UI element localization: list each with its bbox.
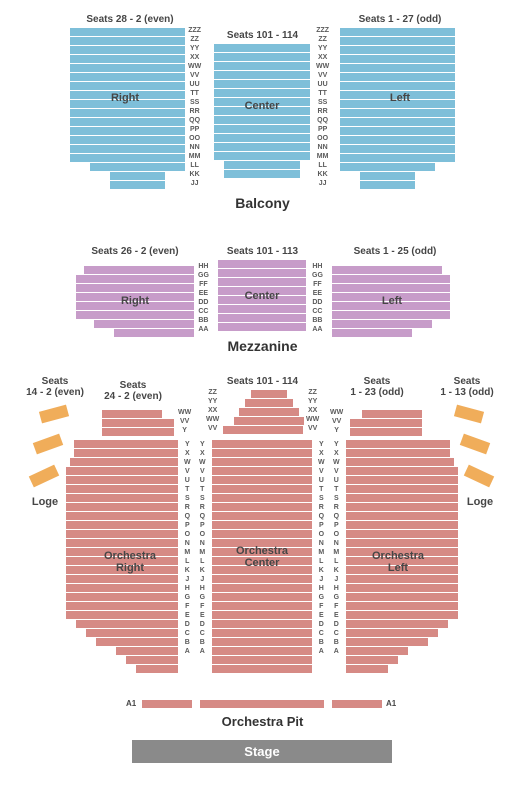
a1-left: A1 (126, 699, 136, 708)
a1-right-block[interactable] (142, 700, 192, 708)
loge-left-2[interactable] (33, 434, 63, 455)
mezz-seats-left: Seats 26 - 2 (even) (80, 246, 190, 257)
balcony-seats-right: Seats 1 - 27 (odd) (345, 14, 455, 25)
a1-center-block[interactable] (200, 700, 324, 708)
orch-left-top[interactable] (350, 410, 422, 437)
orch-center-label: Orchestra Center (222, 545, 302, 569)
balcony-left-label: Left (370, 92, 430, 104)
orch-top-rows-r: ZZYYXXWWVV (306, 388, 319, 433)
loge-left-3[interactable] (29, 465, 59, 488)
orch-left-label: Orchestra Left (358, 550, 438, 574)
orchestra-pit-label: Orchestra Pit (0, 714, 525, 729)
orch-seats-l2: Seats 24 - 2 (even) (98, 380, 168, 402)
mezz-rows-left: HHGGFFEEDDCCBBAA (198, 262, 209, 334)
mezz-right-label: Right (105, 295, 165, 307)
balcony-rows-right: ZZZZZYYXXWWVVUUTTSSRRQQPPOONNMMLLKKJJ (316, 26, 329, 188)
balcony-seats-center: Seats 101 - 114 (215, 30, 310, 41)
orch-seats-center: Seats 101 - 114 (215, 376, 310, 387)
mezz-rows-right: HHGGFFEEDDCCBBAA (312, 262, 323, 334)
orch-center-top[interactable] (234, 390, 304, 435)
orch-seats-r1: Seats 1 - 23 (odd) (342, 376, 412, 398)
loge-right-label: Loge (455, 496, 505, 508)
orch-right-top[interactable] (102, 410, 174, 437)
balcony-left-section[interactable] (340, 28, 455, 190)
balcony-center-label: Center (232, 100, 292, 112)
a1-left-block[interactable] (332, 700, 382, 708)
orch-rows-l2: YXWVUTSRQPONMLKJHGFEDCBA (199, 440, 206, 656)
balcony-seats-left: Seats 28 - 2 (even) (75, 14, 185, 25)
seating-chart: Seats 28 - 2 (even) Seats 101 - 114 Seat… (0, 0, 525, 790)
mezz-seats-center: Seats 101 - 113 (215, 246, 310, 257)
orch-rows-r1: YXWVUTSRQPONMLKJHGFEDCBA (318, 440, 325, 656)
loge-right-3[interactable] (464, 465, 494, 488)
mezz-title: Mezzanine (0, 338, 525, 354)
orch-seats-l1: Seats 14 - 2 (even) (20, 376, 90, 398)
mezz-center-label: Center (232, 290, 292, 302)
orch-top-rows-l: ZZYYXXWWVV (206, 388, 219, 433)
orch-right-top-rows: WWVVY (178, 408, 191, 435)
loge-right-2[interactable] (460, 434, 490, 455)
loge-right-1[interactable] (454, 405, 484, 424)
balcony-right-label: Right (95, 92, 155, 104)
orch-left-top-rows: WWVVY (330, 408, 343, 435)
mezz-seats-right: Seats 1 - 25 (odd) (340, 246, 450, 257)
orch-right-label: Orchestra Right (90, 550, 170, 574)
loge-left-1[interactable] (39, 405, 69, 424)
balcony-title: Balcony (0, 195, 525, 211)
orch-rows-l1: YXWVUTSRQPONMLKJHGFEDCBA (184, 440, 191, 656)
stage: Stage (132, 740, 392, 763)
a1-right: A1 (386, 699, 396, 708)
stage-label: Stage (244, 744, 279, 759)
balcony-rows-left: ZZZZZYYXXWWVVUUTTSSRRQQPPOONNMMLLKKJJ (188, 26, 201, 188)
orch-rows-r2: YXWVUTSRQPONMLKJHGFEDCBA (333, 440, 340, 656)
mezz-left-label: Left (362, 295, 422, 307)
loge-left-label: Loge (20, 496, 70, 508)
orch-seats-r2: Seats 1 - 13 (odd) (432, 376, 502, 398)
balcony-right-section[interactable] (70, 28, 185, 190)
